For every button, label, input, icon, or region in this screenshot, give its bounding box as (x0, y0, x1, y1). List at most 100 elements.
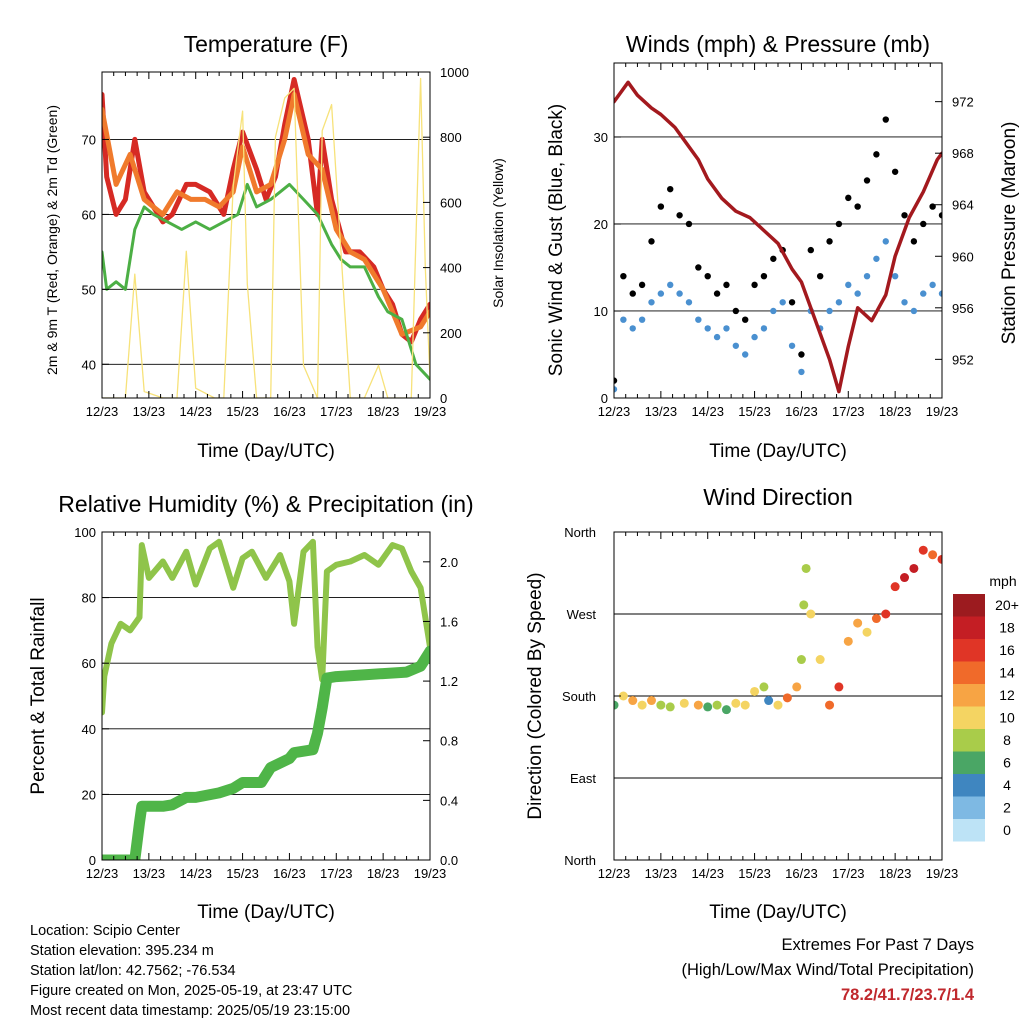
data-point (657, 203, 665, 210)
data-point (890, 582, 900, 592)
y-axis-label: 2m & 9m T (Red, Orange) & 2m Td (Green) (44, 105, 60, 375)
y2-tick-label: 960 (952, 249, 974, 264)
data-point (770, 255, 777, 262)
x-tick-label: 16/23 (273, 866, 306, 881)
x-tick-label: 13/23 (133, 866, 166, 881)
x-tick-label: 19/23 (414, 866, 447, 881)
data-point (665, 702, 675, 712)
y-tick-label: 70 (82, 132, 96, 147)
chart-title: Temperature (F) (184, 31, 349, 57)
data-point (901, 299, 908, 306)
y-tick-label: 100 (74, 525, 96, 540)
data-point (854, 290, 861, 297)
x-tick-label: 13/23 (133, 404, 166, 419)
plot-area-2 (102, 538, 430, 860)
x-tick-label: 17/23 (832, 866, 865, 881)
x-tick-label: 18/23 (879, 404, 912, 419)
data-point (667, 185, 674, 193)
y2-tick-label: 1.2 (440, 674, 458, 689)
legend-swatch (953, 819, 985, 842)
data-point (770, 307, 777, 315)
data-point (891, 168, 899, 175)
y-tick-label: 80 (82, 591, 96, 606)
data-point (713, 290, 721, 297)
data-point (788, 299, 796, 306)
data-point (910, 238, 918, 245)
location-text: Location: Scipio Center (30, 923, 180, 939)
y2-tick-label: 0.8 (440, 734, 458, 749)
x-tick-label: 12/23 (598, 866, 631, 881)
data-point (731, 698, 741, 708)
data-point (629, 290, 636, 297)
data-point (891, 272, 899, 280)
series-line-2-1 (102, 645, 430, 860)
data-point (782, 693, 792, 703)
legend-label: 16 (999, 642, 1015, 658)
data-point (826, 307, 833, 315)
x-tick-label: 16/23 (785, 866, 818, 881)
data-point (835, 220, 843, 228)
plot-area-3 (614, 545, 942, 715)
data-point (773, 700, 783, 710)
legend-label: 10 (999, 710, 1015, 726)
data-point (900, 573, 910, 583)
y-tick-label: 0 (89, 853, 96, 868)
y2-tick-label: 200 (440, 326, 462, 341)
y-tick-label: South (562, 689, 596, 704)
data-point (750, 686, 760, 696)
extremes-subtitle: (High/Low/Max Wind/Total Precipitation) (681, 961, 974, 979)
plot-frame (613, 62, 943, 399)
x-tick-label: 19/23 (926, 866, 959, 881)
x-tick-label: 17/23 (320, 866, 353, 881)
data-point (620, 272, 627, 280)
series-line-0-1 (102, 92, 430, 337)
data-point (909, 563, 919, 573)
legend-label: 18 (999, 620, 1015, 636)
data-point (695, 316, 702, 323)
x-tick-label: 18/23 (367, 404, 400, 419)
chart-title: Relative Humidity (%) & Precipitation (i… (58, 491, 473, 517)
recent-text: Most recent data timestamp: 2025/05/19 2… (30, 1003, 351, 1019)
data-point (614, 386, 618, 393)
data-point (779, 299, 786, 306)
data-point (751, 281, 758, 289)
legend-swatch (953, 616, 985, 639)
data-point (862, 627, 872, 637)
data-point (721, 705, 731, 715)
x-tick-label: 14/23 (691, 404, 724, 419)
data-point (799, 600, 809, 610)
y2-tick-label: 2.0 (440, 555, 458, 570)
y-tick-label: East (570, 771, 596, 786)
data-point (656, 700, 666, 710)
data-point (929, 203, 936, 210)
data-point (618, 691, 628, 701)
data-point (713, 333, 721, 341)
data-point (695, 264, 702, 271)
legend-swatch (953, 706, 985, 729)
series-line-0-3 (102, 77, 430, 398)
y-tick-label: 50 (82, 282, 96, 297)
data-point (918, 545, 928, 555)
data-point (798, 368, 805, 376)
data-point (740, 700, 750, 710)
y-tick-label: 60 (82, 207, 96, 222)
data-point (873, 255, 880, 262)
legend-swatch (953, 594, 985, 617)
legend-label: 8 (1003, 732, 1011, 748)
x-tick-label: 14/23 (691, 866, 724, 881)
data-point (798, 351, 805, 358)
y2-tick-label: 0.0 (440, 853, 458, 868)
data-point (845, 194, 852, 202)
data-point (657, 290, 665, 297)
data-point (760, 272, 768, 280)
legend-label: 12 (999, 687, 1015, 703)
plot-frame (101, 71, 431, 399)
data-point (928, 550, 938, 560)
y2-axis-label: Station Pressure (Maroon) (999, 122, 1020, 345)
data-point (788, 342, 796, 349)
legend-label: 20+ (995, 597, 1019, 613)
x-tick-label: 18/23 (879, 866, 912, 881)
data-point (628, 696, 638, 706)
x-axis-label: Time (Day/UTC) (709, 441, 847, 462)
data-point (881, 609, 891, 619)
